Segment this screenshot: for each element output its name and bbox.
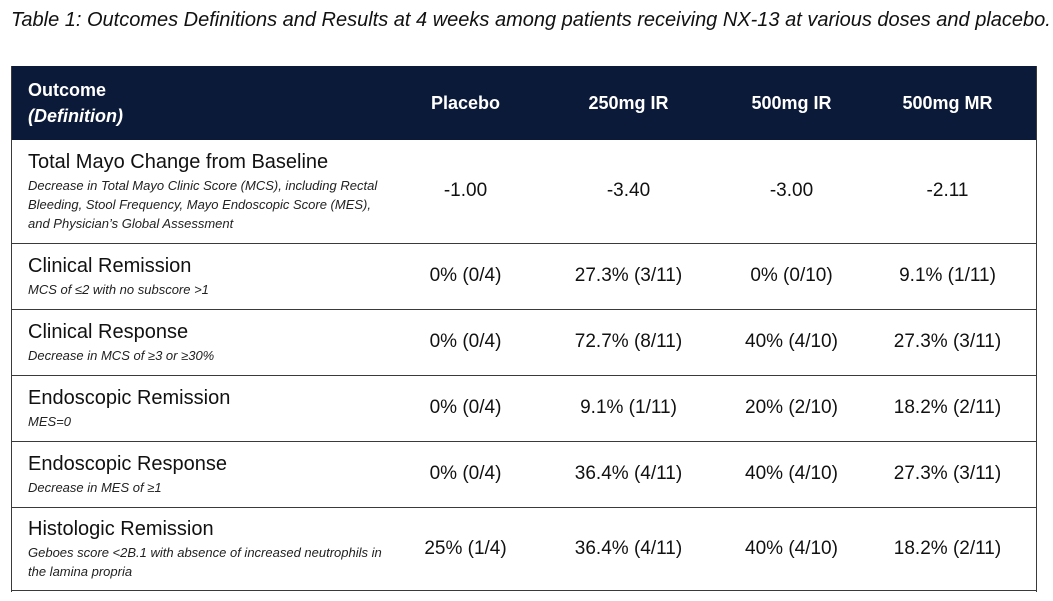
250mg-ir-value: 9.1% (1/11) <box>580 397 677 418</box>
table-row: Total Mayo Change from Baseline Decrease… <box>11 140 1036 243</box>
500mg-ir-value: 40% (4/10) <box>745 463 838 484</box>
outcome-name: Clinical Remission <box>28 254 192 277</box>
500mg-ir-value: 40% (4/10) <box>745 537 838 559</box>
500mg-mr-value: 18.2% (2/11) <box>893 537 1002 559</box>
header-500mg-ir: 500mg IR <box>751 92 832 113</box>
outcome-cell: Endoscopic Remission MES=0 <box>11 375 398 441</box>
outcome-cell: Clinical Remission MCS of ≤2 with no sub… <box>11 243 398 309</box>
500mg-ir-value: 40% (4/10) <box>745 331 838 352</box>
outcome-name: Total Mayo Change from Baseline <box>28 150 329 173</box>
placebo-value: -1.00 <box>443 180 488 202</box>
500mg-mr-value: 18.2% (2/11) <box>893 397 1002 418</box>
250mg-ir-value: -3.40 <box>606 180 651 202</box>
outcome-definition: Decrease in MCS of ≥3 or ≥30% <box>28 347 215 363</box>
table-row: Endoscopic Remission MES=0 0% (0/4) 9.1%… <box>11 375 1036 441</box>
outcome-cell: Clinical Response Decrease in MCS of ≥3 … <box>11 309 398 375</box>
500mg-mr-value: 9.1% (1/11) <box>899 265 996 286</box>
header-outcome: Outcome (Definition) <box>11 66 398 140</box>
outcomes-table: Outcome (Definition) Placebo 250mg IR 50… <box>11 66 1036 591</box>
250mg-ir-value: 27.3% (3/11) <box>574 265 683 286</box>
500mg-ir-value: -3.00 <box>769 180 814 202</box>
placebo-value: 25% (1/4) <box>424 537 507 559</box>
outcome-definition: MES=0 <box>28 413 71 429</box>
outcome-definition: Geboes score <2B.1 with absence of incre… <box>28 544 382 579</box>
outcome-name: Histologic Remission <box>28 517 214 540</box>
500mg-ir-value: 20% (2/10) <box>745 397 838 418</box>
outcome-definition: MCS of ≤2 with no subscore >1 <box>28 281 209 297</box>
outcome-name: Clinical Response <box>28 320 189 343</box>
500mg-mr-value: -2.11 <box>926 180 969 202</box>
outcome-name: Endoscopic Remission <box>28 386 231 409</box>
placebo-value: 0% (0/4) <box>429 463 502 484</box>
header-definition-label: (Definition) <box>28 106 123 126</box>
outcome-name: Endoscopic Response <box>28 452 228 475</box>
table-row: Clinical Remission MCS of ≤2 with no sub… <box>11 243 1036 309</box>
outcome-cell: Total Mayo Change from Baseline Decrease… <box>11 140 398 243</box>
placebo-value: 0% (0/4) <box>429 331 502 352</box>
header-250mg-ir: 250mg IR <box>588 92 669 113</box>
table-row: Histologic Remission Geboes score <2B.1 … <box>11 507 1036 590</box>
table-header-row: Outcome (Definition) Placebo 250mg IR 50… <box>11 66 1036 140</box>
placebo-value: 0% (0/4) <box>429 397 502 418</box>
table-row: Clinical Response Decrease in MCS of ≥3 … <box>11 309 1036 375</box>
250mg-ir-value: 72.7% (8/11) <box>574 331 683 352</box>
header-outcome-label: Outcome <box>28 80 107 100</box>
250mg-ir-value: 36.4% (4/11) <box>574 463 683 484</box>
placebo-value: 0% (0/4) <box>429 265 502 286</box>
500mg-ir-value: 0% (0/10) <box>750 265 833 286</box>
500mg-mr-value: 27.3% (3/11) <box>893 331 1002 352</box>
500mg-mr-value: 27.3% (3/11) <box>893 463 1002 484</box>
outcome-cell: Endoscopic Response Decrease in MES of ≥… <box>11 441 398 507</box>
outcome-cell: Histologic Remission Geboes score <2B.1 … <box>11 507 398 590</box>
250mg-ir-value: 36.4% (4/11) <box>574 537 683 559</box>
table-caption: Table 1: Outcomes Definitions and Result… <box>11 9 1051 31</box>
header-placebo: Placebo <box>430 92 501 113</box>
header-500mg-mr: 500mg MR <box>902 92 993 113</box>
table-row: Endoscopic Response Decrease in MES of ≥… <box>11 441 1036 507</box>
outcome-definition: Decrease in MES of ≥1 <box>28 479 162 495</box>
outcome-definition: Decrease in Total Mayo Clinic Score (MCS… <box>28 177 378 231</box>
